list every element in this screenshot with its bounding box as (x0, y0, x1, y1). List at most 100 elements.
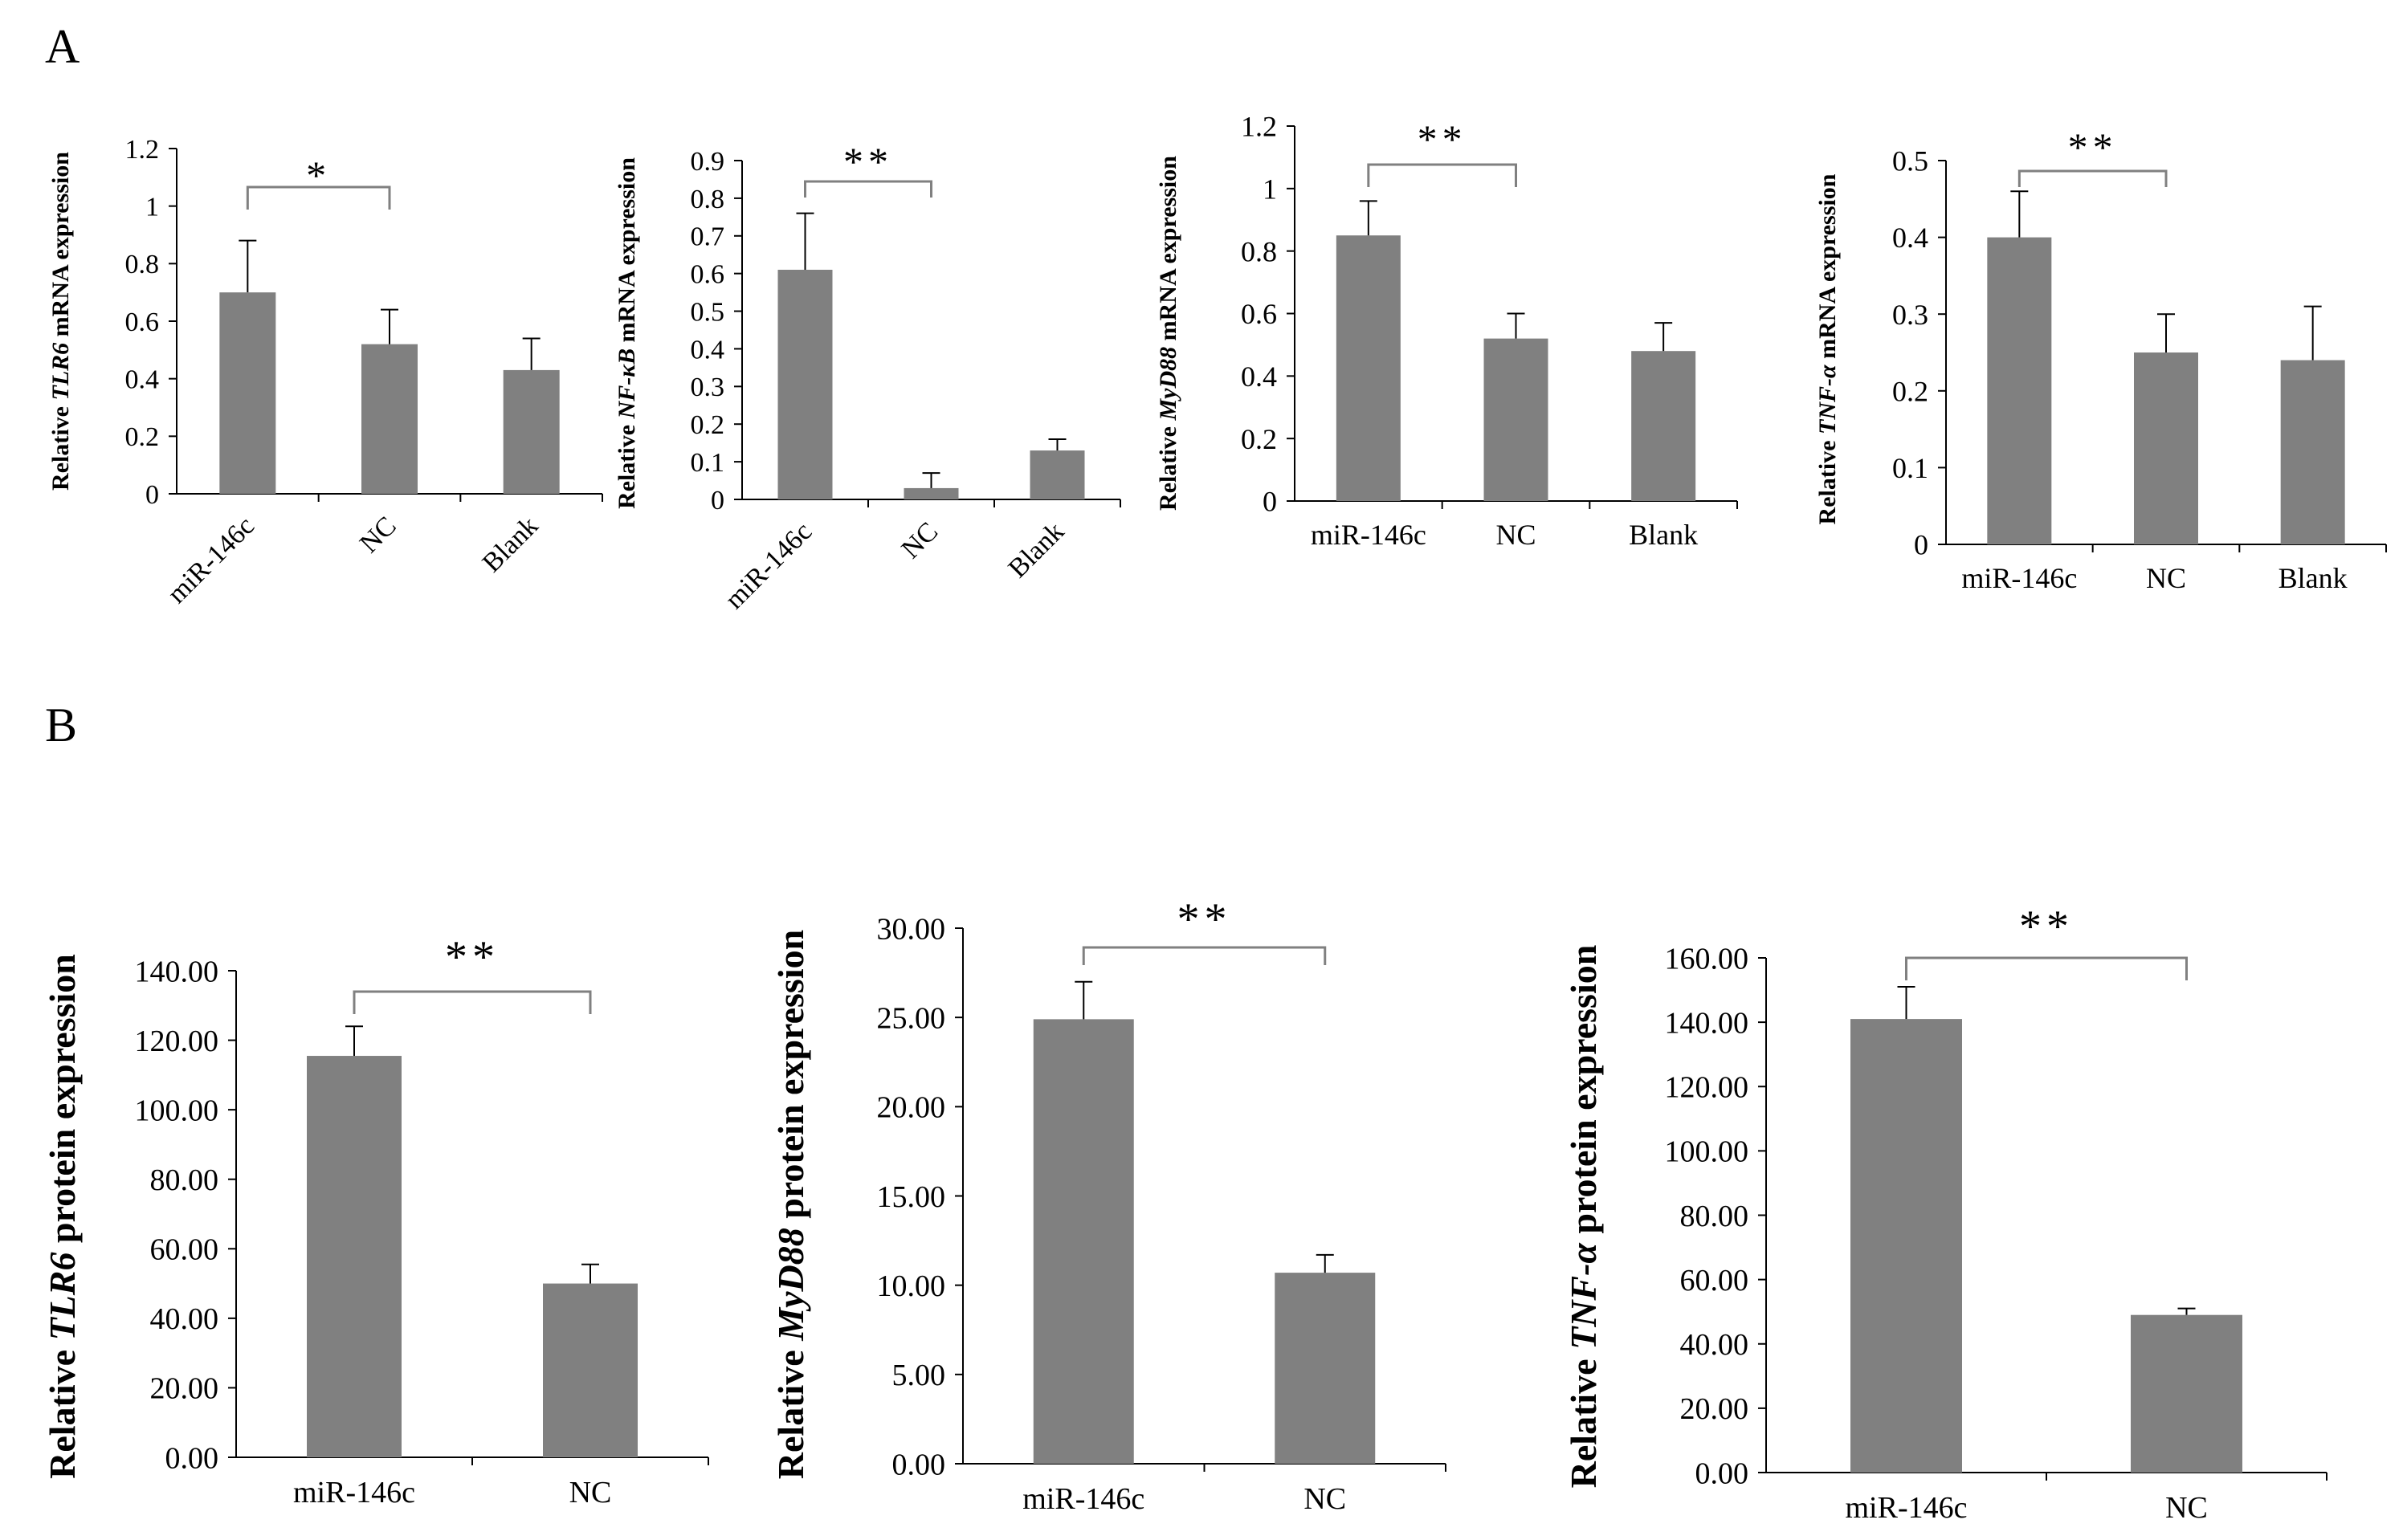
bar-blank (1030, 450, 1085, 499)
x-tick-label: Blank (1629, 519, 1698, 551)
y-tick-label: 0.7 (691, 222, 725, 252)
y-axis-label-suffix: protein expression (42, 954, 83, 1252)
y-tick-label: 0.6 (691, 260, 725, 290)
x-tick-label: NC (1495, 519, 1536, 551)
bar-nc (361, 344, 418, 494)
bar-nc (2131, 1314, 2242, 1473)
bar-mir-146c (1850, 1019, 1962, 1473)
bar-blank (503, 369, 560, 494)
x-tick-label: miR-146c (1311, 519, 1426, 551)
y-tick-label: 0.2 (125, 422, 160, 452)
y-tick-label: 1 (145, 193, 159, 222)
y-axis-label-gene: TLR6 (47, 343, 74, 401)
y-axis-label-suffix: mRNA expression (1814, 173, 1841, 365)
x-tick-label: NC (2165, 1491, 2208, 1525)
y-tick-label: 20.00 (877, 1091, 946, 1125)
x-tick-label: miR-146c (293, 1476, 415, 1509)
significance-marker: ** (2019, 902, 2074, 951)
y-axis-label-prefix: Relative (1563, 1350, 1604, 1488)
y-axis-label-suffix: protein expression (770, 930, 811, 1228)
x-tick-label: miR-146c (1022, 1482, 1144, 1516)
chart-6: 0.00 5.00 10.00 15.00 20.00 25.00 30.00 miR-146… (770, 894, 1446, 1516)
y-tick-label: 0.2 (1241, 423, 1277, 455)
x-tick-label: NC (569, 1476, 612, 1509)
y-tick-label: 0.2 (691, 410, 725, 440)
bar-mir-146c (307, 1056, 402, 1457)
y-tick-label: 0.4 (1241, 361, 1277, 393)
y-axis-label-gene: NF-κB (614, 348, 640, 420)
bar-nc (543, 1283, 638, 1457)
bar-blank (1631, 351, 1696, 501)
y-axis-label-suffix: mRNA expression (1155, 156, 1181, 347)
y-tick-label: 140.00 (135, 955, 219, 988)
y-axis-label: Relative MyD88 protein expression (770, 930, 811, 1479)
panel-label-a: A (45, 20, 80, 73)
significance-marker: ** (843, 139, 893, 184)
y-tick-label: 1.2 (125, 135, 160, 165)
y-tick-label: 100.00 (1665, 1135, 1749, 1169)
y-tick-label: 60.00 (150, 1233, 219, 1267)
y-axis-label-prefix: Relative (42, 1340, 83, 1478)
y-axis-label-gene: MyD88 (1155, 347, 1181, 422)
y-axis-label-suffix: mRNA expression (614, 157, 640, 348)
y-tick-label: 40.00 (150, 1302, 219, 1336)
bar-mir-146c (1033, 1019, 1134, 1464)
y-tick-label: 80.00 (150, 1163, 219, 1197)
y-tick-label: 0.1 (691, 448, 725, 478)
y-tick-label: 40.00 (1680, 1328, 1749, 1362)
y-tick-label: 5.00 (892, 1359, 946, 1392)
y-tick-label: 25.00 (877, 1001, 946, 1035)
x-tick-label: NC (896, 516, 944, 564)
bar-nc (2134, 352, 2198, 544)
chart-4: 0 0.1 0.2 0.3 0.4 0.5 miR-146c NC Blank ** Relativ… (1814, 124, 2387, 594)
y-tick-label: 0 (711, 486, 724, 515)
bar-nc (1275, 1273, 1376, 1464)
y-axis-label: Relative TLR6 mRNA expression (47, 152, 74, 491)
y-tick-label: 0.00 (892, 1448, 946, 1481)
y-axis-label: Relative TLR6 protein expression (42, 954, 83, 1479)
significance-bracket (2017, 169, 2168, 187)
bar-mir-146c (1987, 237, 2052, 544)
y-tick-label: 0.8 (1241, 235, 1277, 267)
y-tick-label: 0 (1263, 486, 1277, 518)
y-tick-label: 1.2 (1241, 111, 1277, 143)
bar-blank (2280, 360, 2345, 544)
y-tick-label: 0.3 (691, 373, 725, 402)
panel-label-b: B (45, 699, 77, 752)
significance-bracket (1367, 163, 1517, 187)
x-tick-label: miR-146c (1846, 1491, 1968, 1525)
bar-nc (1483, 338, 1548, 501)
x-tick-label: NC (1303, 1482, 1346, 1516)
y-tick-label: 0.6 (125, 308, 160, 337)
significance-bracket (353, 990, 592, 1014)
x-tick-label: miR-146c (720, 516, 818, 614)
y-tick-label: 0.2 (1892, 375, 1928, 407)
significance-marker: ** (2068, 124, 2118, 169)
y-tick-label: 1 (1263, 173, 1277, 205)
x-tick-label: miR-146c (162, 511, 260, 609)
y-tick-label: 60.00 (1680, 1264, 1749, 1298)
x-tick-label: Blank (2278, 562, 2348, 594)
significance-marker: ** (445, 932, 500, 982)
y-tick-label: 0.00 (1695, 1456, 1749, 1490)
y-tick-label: 0.00 (165, 1441, 219, 1475)
y-tick-label: 30.00 (877, 912, 946, 946)
y-tick-label: 0.5 (691, 297, 725, 327)
y-tick-label: 0.4 (691, 335, 725, 365)
significance-bracket (804, 180, 932, 198)
significance-marker: ** (1418, 116, 1467, 161)
y-axis-label-prefix: Relative (1155, 420, 1181, 510)
y-tick-label: 0.3 (1892, 299, 1928, 331)
y-tick-label: 160.00 (1665, 942, 1749, 976)
y-tick-label: 0.8 (125, 250, 160, 279)
y-tick-label: 120.00 (1665, 1071, 1749, 1105)
x-tick-label: Blank (477, 511, 545, 578)
bar-mir-146c (1336, 235, 1401, 501)
x-tick-label: NC (354, 511, 402, 559)
y-tick-label: 100.00 (135, 1094, 219, 1127)
y-tick-label: 120.00 (135, 1025, 219, 1058)
y-tick-label: 20.00 (1680, 1392, 1749, 1426)
y-tick-label: 10.00 (877, 1269, 946, 1303)
significance-bracket (1082, 946, 1327, 965)
